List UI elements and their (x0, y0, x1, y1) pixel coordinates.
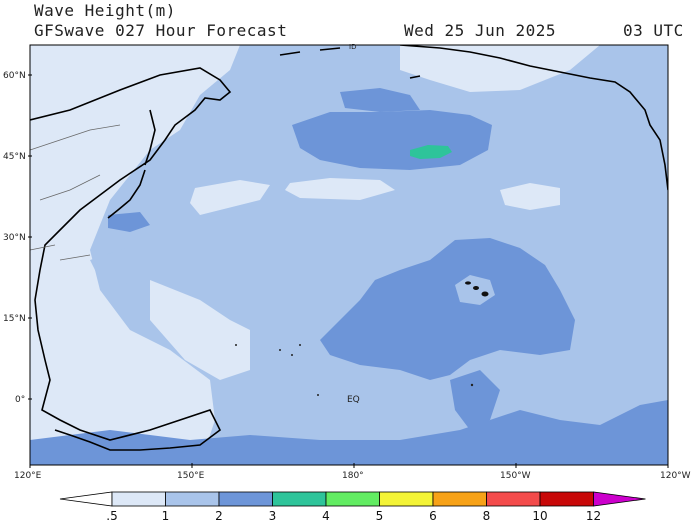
colorbar-segment (111, 491, 166, 507)
forecast-date: Wed 25 Jun 2025 (404, 21, 556, 40)
colorbar-tick-label: 4 (322, 509, 330, 523)
longitude-labels: 120°E 150°E 180° 150°W 120°W (14, 471, 691, 481)
zone-2-3m-south (30, 400, 668, 465)
colorbar-tick-label: 1 (162, 509, 170, 523)
lon-label-120e: 120°E (14, 471, 42, 481)
lon-label-150w: 150°W (500, 471, 531, 481)
colorbar-tick-label: 5 (376, 509, 384, 523)
colorbar-segment (325, 491, 380, 507)
asia-coastline (30, 67, 232, 451)
lat-tick-marks (28, 74, 32, 400)
colorbar-segment (165, 491, 220, 507)
colorbar-tick-label: 6 (429, 509, 437, 523)
pacific-atolls (235, 344, 474, 396)
zone-0.5-1m-gulf (400, 45, 600, 92)
colorbar-tick-label: 8 (483, 509, 491, 523)
lat-label-45n: 45°N (3, 152, 26, 162)
zone-0.5-1m-south-central (150, 280, 250, 380)
lon-label-150e: 150°E (177, 471, 205, 481)
map-field (30, 45, 668, 465)
zone-3-4m-storm (410, 145, 452, 159)
zone-0.5-1m-central-west (190, 180, 270, 215)
coastlines (30, 45, 668, 451)
japan-coastline (107, 109, 156, 219)
forecast-time: 03 UTC (623, 21, 684, 40)
lon-tick-marks (29, 463, 669, 468)
alaska-coastline (399, 45, 668, 191)
colorbar-arrow-high (593, 491, 646, 507)
zone-1-2m-hawaii-ring (455, 275, 495, 305)
map-border (29, 44, 669, 466)
lat-label-30n: 30°N (3, 233, 26, 243)
aleutian-islands (279, 47, 421, 79)
colorbar-tick-label: 12 (586, 509, 601, 523)
lat-label-15n: 15°N (3, 314, 26, 324)
zone-2-3m-southeast (450, 370, 500, 430)
lat-label-eq: 0° (15, 395, 25, 405)
colorbar: .5 1 2 3 4 5 6 8 10 12 (59, 491, 646, 523)
latitude-labels: 60°N 45°N 30°N 15°N 0° (3, 71, 26, 405)
colorbar-segment (486, 491, 541, 507)
equator-label: EQ (347, 395, 360, 405)
map-title: Wave Height(m) (34, 1, 176, 20)
country-borders (30, 124, 121, 261)
colorbar-arrow-low (59, 491, 113, 507)
lon-label-180: 180° (342, 471, 364, 481)
dateline-label: ID (349, 43, 356, 51)
colorbar-tick-label: 10 (532, 509, 547, 523)
zone-0.5-1m-northeast (500, 183, 560, 210)
zone-2-3m-central (320, 238, 575, 380)
lat-label-60n: 60°N (3, 71, 26, 81)
colorbar-segment (379, 491, 434, 507)
colorbar-tick-label: 2 (215, 509, 223, 523)
colorbar-segment (218, 491, 273, 507)
model-forecast-label: GFSwave 027 Hour Forecast (34, 21, 288, 40)
colorbar-tick-label: 3 (269, 509, 277, 523)
colorbar-segment (539, 491, 594, 507)
zone-0.5-1m-west (30, 45, 240, 465)
zone-0.5-1m-north-band (285, 178, 395, 200)
zone-2-3m-aleutian (340, 88, 420, 112)
colorbar-segment (432, 491, 487, 507)
zone-1-2m-west-tongue (90, 225, 250, 285)
lon-label-120w: 120°W (660, 471, 691, 481)
zone-2-3m-northwest (108, 212, 150, 232)
colorbar-segment (272, 491, 327, 507)
hawaii-islands (465, 281, 489, 297)
colorbar-tick-label: .5 (106, 509, 117, 523)
